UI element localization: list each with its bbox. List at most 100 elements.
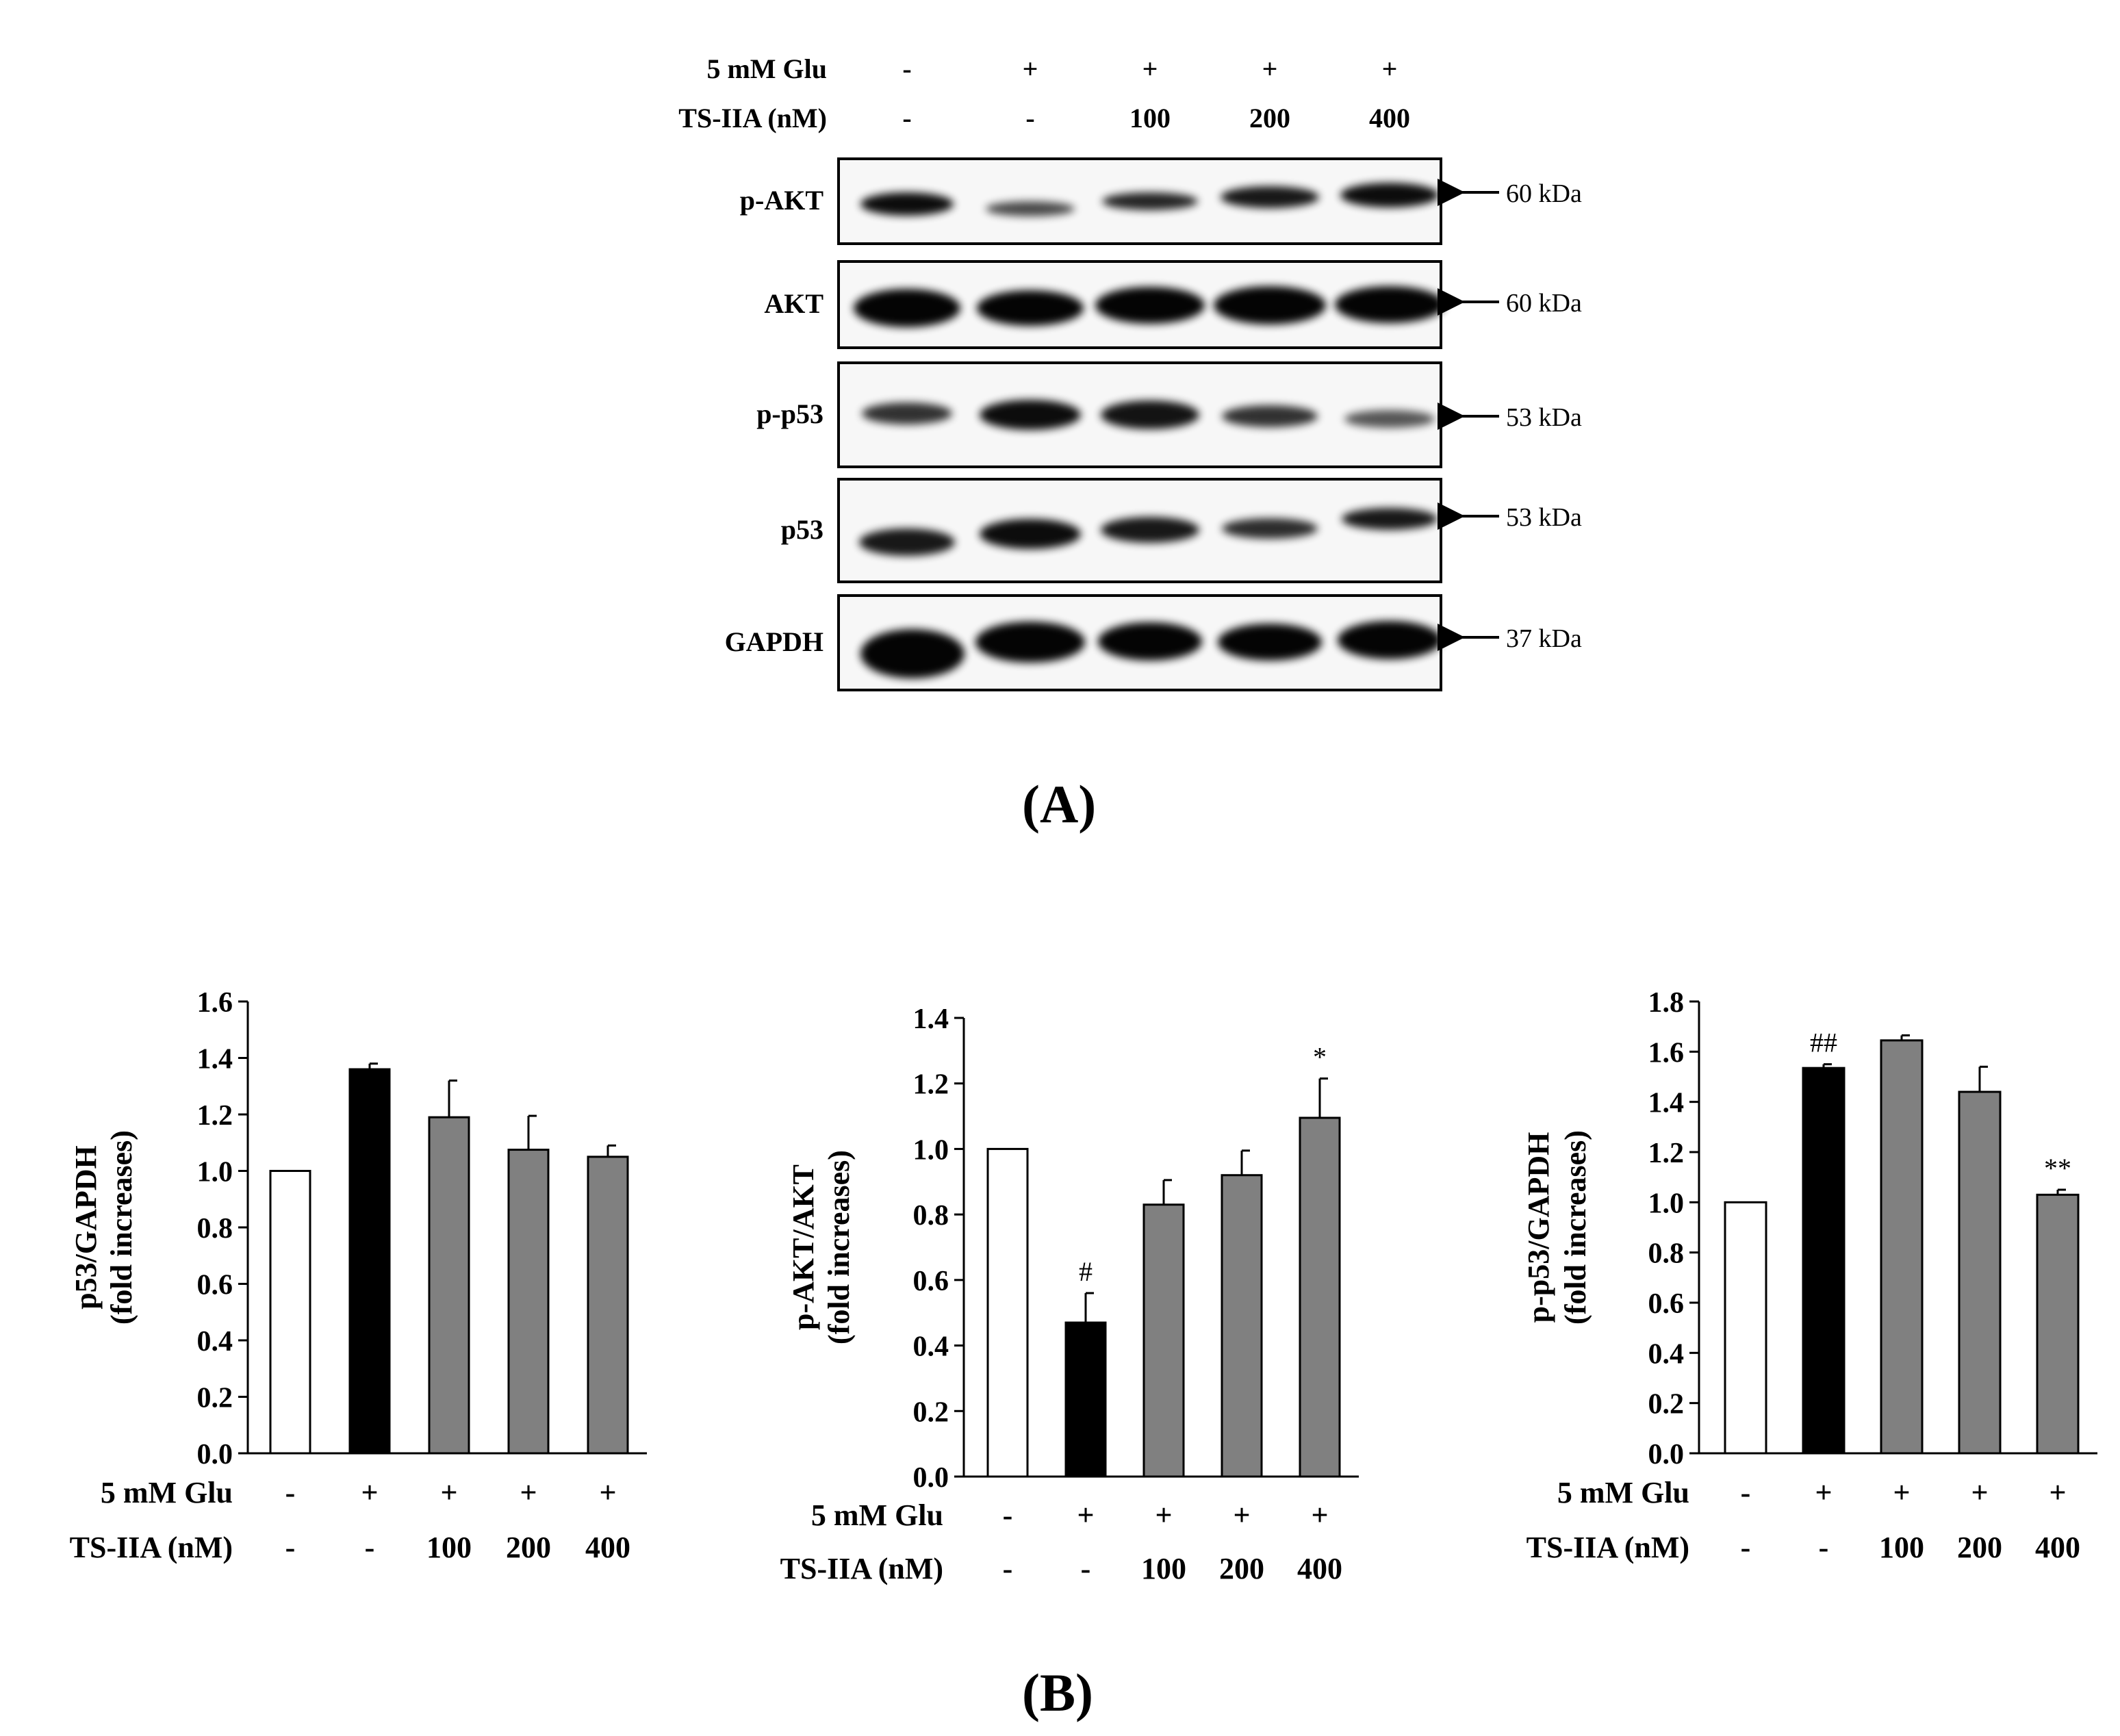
y-tick-label: 1.6: [1648, 1037, 1685, 1069]
significance-marker: #: [1079, 1256, 1093, 1287]
y-tick-label: 1.8: [1648, 987, 1685, 1019]
y-axis-label-units: (fold increases): [1559, 1130, 1592, 1325]
y-tick-label: 0.0: [197, 1439, 233, 1470]
blot-band: [1214, 286, 1326, 324]
blot-band: [1101, 400, 1199, 429]
blot-band: [860, 629, 965, 678]
blot-treatment-label: TS-IIA (nM): [678, 103, 827, 133]
blot-band: [854, 289, 960, 327]
blot-band: [1222, 518, 1318, 539]
bar-chart-3: 0.0 0.2 0.4 0.6 0.8 1.0 1.2 1.4 1.6 1.8 p-p53/GAPD…: [1522, 987, 2097, 1564]
y-tick-label: 0.6: [1648, 1288, 1685, 1320]
y-axis-label: p-p53/GAPDH: [1522, 1132, 1555, 1323]
blot-band: [975, 622, 1085, 663]
treatment-value: -: [1741, 1531, 1751, 1564]
treatment-label: 5 mM Glu: [811, 1498, 943, 1532]
y-tick-label: 1.2: [1648, 1138, 1685, 1169]
blot-treatment-value: -: [1025, 103, 1034, 133]
blot-band: [980, 400, 1081, 430]
y-tick-label: 0.2: [197, 1383, 233, 1414]
y-tick-label: 0.2: [1648, 1389, 1685, 1420]
blot-protein-label: AKT: [764, 288, 823, 319]
treatment-value: 200: [1219, 1552, 1264, 1585]
blot-band: [1095, 287, 1205, 324]
blot-band: [1335, 286, 1444, 323]
blot-treatment-value: +: [1023, 53, 1038, 84]
treatment-value: -: [285, 1476, 296, 1509]
y-tick-label: 1.2: [913, 1069, 949, 1101]
treatment-value: 400: [585, 1531, 630, 1564]
treatment-label: 5 mM Glu: [1557, 1476, 1689, 1509]
blot-kda-label: 60 kDa: [1506, 289, 1582, 318]
treatment-label: 5 mM Glu: [101, 1476, 233, 1509]
y-tick-label: 0.8: [197, 1213, 233, 1244]
bar: [348, 1068, 391, 1455]
treatment-value: -: [1003, 1498, 1013, 1532]
treatment-value: +: [1155, 1498, 1172, 1532]
significance-marker: *: [1313, 1042, 1327, 1073]
treatment-value: 100: [426, 1531, 472, 1564]
y-tick-label: 1.0: [1648, 1188, 1685, 1219]
y-tick-label: 0.4: [197, 1326, 233, 1357]
y-tick-label: 1.0: [913, 1134, 949, 1166]
y-tick-label: 0.6: [913, 1266, 949, 1297]
y-tick-label: 0.0: [913, 1462, 949, 1494]
blot-band: [1218, 624, 1322, 661]
y-tick-label: 0.6: [197, 1270, 233, 1301]
treatment-value: +: [1893, 1476, 1910, 1509]
blot-treatment-value: +: [1382, 53, 1398, 84]
blot-kda-label: 37 kDa: [1506, 624, 1582, 653]
blot-protein-label: GAPDH: [725, 626, 823, 657]
blot-treatment-label: 5 mM Glu: [706, 53, 827, 84]
blot-treatment-value: 100: [1129, 103, 1171, 133]
blot-band: [977, 290, 1084, 326]
blot-band: [986, 201, 1075, 216]
treatment-value: 100: [1141, 1552, 1186, 1585]
y-axis-label-units: (fold increases): [105, 1130, 138, 1325]
treatment-value: 200: [1957, 1531, 2002, 1564]
y-tick-label: 1.4: [197, 1044, 233, 1075]
blot-treatment-value: -: [902, 53, 911, 84]
y-tick-label: 0.0: [1648, 1439, 1685, 1470]
blot-band: [860, 192, 954, 216]
blot-band: [980, 519, 1081, 549]
treatment-value: +: [599, 1476, 616, 1509]
blot-band: [1222, 405, 1318, 427]
y-tick-label: 0.8: [1648, 1238, 1685, 1270]
treatment-value: +: [1815, 1476, 1832, 1509]
blot-band: [1101, 517, 1199, 543]
y-tick-label: 0.4: [1648, 1338, 1685, 1370]
treatment-value: +: [2049, 1476, 2066, 1509]
bar: [269, 1170, 311, 1455]
y-axis-label-units: (fold increases): [822, 1150, 856, 1344]
treatment-value: 400: [2035, 1531, 2080, 1564]
y-tick-label: 1.4: [1648, 1088, 1685, 1119]
treatment-label: TS-IIA (nM): [780, 1552, 943, 1585]
treatment-value: +: [440, 1476, 457, 1509]
y-axis-label: p-AKT/AKT: [787, 1164, 820, 1330]
treatment-value: 200: [506, 1531, 551, 1564]
treatment-value: -: [365, 1531, 375, 1564]
bar: [428, 1116, 470, 1455]
treatment-value: +: [1233, 1498, 1250, 1532]
blot-protein-label: p-AKT: [740, 185, 824, 216]
treatment-value: +: [1971, 1476, 1988, 1509]
bar: [1142, 1203, 1185, 1478]
y-tick-label: 0.2: [913, 1396, 949, 1428]
treatment-value: -: [285, 1531, 296, 1564]
y-axis-label: p53/GAPDH: [69, 1145, 103, 1310]
treatment-label: TS-IIA (nM): [70, 1531, 233, 1564]
blot-kda-label: 60 kDa: [1506, 179, 1582, 208]
blot-protein-label: p-p53: [756, 398, 823, 429]
bar: [2036, 1193, 2080, 1455]
y-tick-label: 1.2: [197, 1100, 233, 1132]
blot-band: [862, 403, 952, 424]
treatment-label: TS-IIA (nM): [1527, 1531, 1689, 1564]
y-tick-label: 1.4: [913, 1004, 949, 1035]
bar-chart-2: 0.0 0.2 0.4 0.6 0.8 1.0 1.2 1.4 p-AKT/AKT (fold i…: [780, 1004, 1359, 1585]
blot-treatment-value: +: [1262, 53, 1278, 84]
treatment-value: -: [1819, 1531, 1829, 1564]
panel-b-label: (B): [1022, 1663, 1093, 1722]
blot-kda-label: 53 kDa: [1506, 403, 1582, 432]
blot-band: [1221, 186, 1319, 208]
